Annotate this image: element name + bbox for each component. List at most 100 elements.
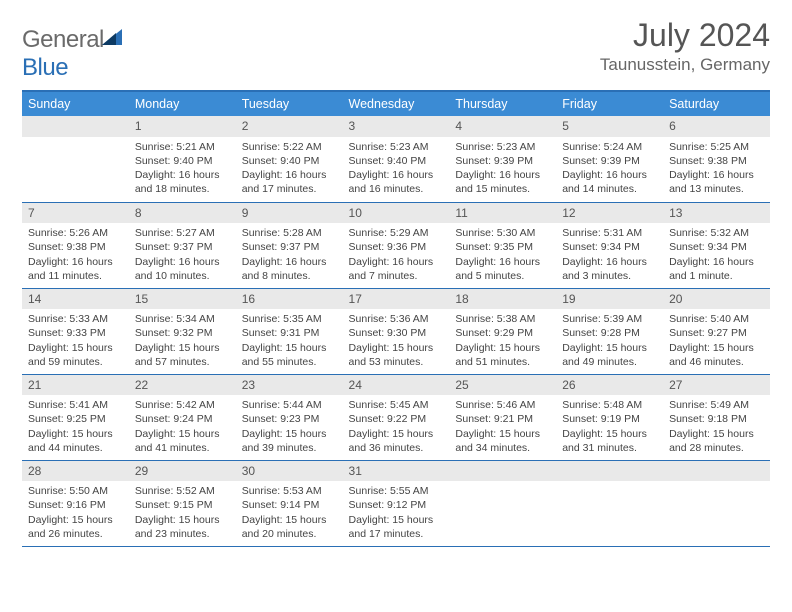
calendar-cell <box>556 460 663 546</box>
sunset-line: Sunset: 9:36 PM <box>349 240 444 254</box>
daylight-line: Daylight: 16 hours and 1 minute. <box>669 255 764 283</box>
day-body: Sunrise: 5:23 AMSunset: 9:40 PMDaylight:… <box>343 137 450 201</box>
day-body: Sunrise: 5:50 AMSunset: 9:16 PMDaylight:… <box>22 481 129 545</box>
calendar-cell: 29Sunrise: 5:52 AMSunset: 9:15 PMDayligh… <box>129 460 236 546</box>
calendar-table: SundayMondayTuesdayWednesdayThursdayFrid… <box>22 92 770 547</box>
day-body: Sunrise: 5:23 AMSunset: 9:39 PMDaylight:… <box>449 137 556 201</box>
sunset-line: Sunset: 9:29 PM <box>455 326 550 340</box>
day-body: Sunrise: 5:44 AMSunset: 9:23 PMDaylight:… <box>236 395 343 459</box>
daylight-line: Daylight: 16 hours and 18 minutes. <box>135 168 230 196</box>
day-number: 7 <box>22 203 129 224</box>
day-number: 30 <box>236 461 343 482</box>
calendar-cell: 11Sunrise: 5:30 AMSunset: 9:35 PMDayligh… <box>449 202 556 288</box>
calendar-row: 1Sunrise: 5:21 AMSunset: 9:40 PMDaylight… <box>22 116 770 202</box>
calendar-cell: 30Sunrise: 5:53 AMSunset: 9:14 PMDayligh… <box>236 460 343 546</box>
sunset-line: Sunset: 9:40 PM <box>135 154 230 168</box>
day-body: Sunrise: 5:25 AMSunset: 9:38 PMDaylight:… <box>663 137 770 201</box>
calendar-cell: 2Sunrise: 5:22 AMSunset: 9:40 PMDaylight… <box>236 116 343 202</box>
day-number: 10 <box>343 203 450 224</box>
daylight-line: Daylight: 16 hours and 5 minutes. <box>455 255 550 283</box>
sunrise-line: Sunrise: 5:26 AM <box>28 226 123 240</box>
month-title: July 2024 <box>600 18 770 53</box>
day-number: 3 <box>343 116 450 137</box>
weekday-header: Tuesday <box>236 92 343 116</box>
calendar-row: 28Sunrise: 5:50 AMSunset: 9:16 PMDayligh… <box>22 460 770 546</box>
daylight-line: Daylight: 15 hours and 23 minutes. <box>135 513 230 541</box>
sunset-line: Sunset: 9:18 PM <box>669 412 764 426</box>
day-number-empty <box>663 461 770 482</box>
sunset-line: Sunset: 9:38 PM <box>28 240 123 254</box>
day-number: 12 <box>556 203 663 224</box>
day-body: Sunrise: 5:32 AMSunset: 9:34 PMDaylight:… <box>663 223 770 287</box>
sunset-line: Sunset: 9:25 PM <box>28 412 123 426</box>
sunrise-line: Sunrise: 5:44 AM <box>242 398 337 412</box>
sunset-line: Sunset: 9:23 PM <box>242 412 337 426</box>
sunset-line: Sunset: 9:40 PM <box>242 154 337 168</box>
sunrise-line: Sunrise: 5:41 AM <box>28 398 123 412</box>
day-number: 26 <box>556 375 663 396</box>
sunrise-line: Sunrise: 5:29 AM <box>349 226 444 240</box>
day-body: Sunrise: 5:24 AMSunset: 9:39 PMDaylight:… <box>556 137 663 201</box>
day-number: 18 <box>449 289 556 310</box>
sunset-line: Sunset: 9:15 PM <box>135 498 230 512</box>
daylight-line: Daylight: 15 hours and 28 minutes. <box>669 427 764 455</box>
calendar-cell: 10 Sunrise: 5:29 AMSunset: 9:36 PMDayligh… <box>343 202 450 288</box>
calendar-cell: 28Sunrise: 5:50 AMSunset: 9:16 PMDayligh… <box>22 460 129 546</box>
sunrise-line: Sunrise: 5:30 AM <box>455 226 550 240</box>
sunrise-line: Sunrise: 5:23 AM <box>455 140 550 154</box>
day-body: Sunrise: 5:34 AMSunset: 9:32 PMDaylight:… <box>129 309 236 373</box>
sunset-line: Sunset: 9:40 PM <box>349 154 444 168</box>
calendar-cell: 12Sunrise: 5:31 AMSunset: 9:34 PMDayligh… <box>556 202 663 288</box>
calendar-cell: 15Sunrise: 5:34 AMSunset: 9:32 PMDayligh… <box>129 288 236 374</box>
sunrise-line: Sunrise: 5:36 AM <box>349 312 444 326</box>
sunrise-line: Sunrise: 5:32 AM <box>669 226 764 240</box>
sunset-line: Sunset: 9:38 PM <box>669 154 764 168</box>
day-number: 31 <box>343 461 450 482</box>
calendar-cell: 14Sunrise: 5:33 AMSunset: 9:33 PMDayligh… <box>22 288 129 374</box>
sunset-line: Sunset: 9:21 PM <box>455 412 550 426</box>
calendar-body: 1Sunrise: 5:21 AMSunset: 9:40 PMDaylight… <box>22 116 770 546</box>
sunrise-line: Sunrise: 5:23 AM <box>349 140 444 154</box>
daylight-line: Daylight: 15 hours and 53 minutes. <box>349 341 444 369</box>
daylight-line: Daylight: 16 hours and 15 minutes. <box>455 168 550 196</box>
sunrise-line: Sunrise: 5:49 AM <box>669 398 764 412</box>
brand-triangle-icon <box>102 27 124 47</box>
daylight-line: Daylight: 16 hours and 7 minutes. <box>349 255 444 283</box>
calendar-cell: 8Sunrise: 5:27 AMSunset: 9:37 PMDaylight… <box>129 202 236 288</box>
calendar-cell <box>663 460 770 546</box>
day-number: 21 <box>22 375 129 396</box>
day-body: Sunrise: 5:46 AMSunset: 9:21 PMDaylight:… <box>449 395 556 459</box>
day-body: Sunrise: 5:53 AMSunset: 9:14 PMDaylight:… <box>236 481 343 545</box>
title-block: July 2024 Taunusstein, Germany <box>600 18 770 75</box>
day-body: Sunrise: 5:33 AMSunset: 9:33 PMDaylight:… <box>22 309 129 373</box>
sunset-line: Sunset: 9:31 PM <box>242 326 337 340</box>
day-body: Sunrise: 5:21 AMSunset: 9:40 PMDaylight:… <box>129 137 236 201</box>
sunset-line: Sunset: 9:34 PM <box>562 240 657 254</box>
day-body: Sunrise: 5:42 AMSunset: 9:24 PMDaylight:… <box>129 395 236 459</box>
day-number: 5 <box>556 116 663 137</box>
calendar-cell: 26Sunrise: 5:48 AMSunset: 9:19 PMDayligh… <box>556 374 663 460</box>
calendar-row: 7Sunrise: 5:26 AMSunset: 9:38 PMDaylight… <box>22 202 770 288</box>
sunset-line: Sunset: 9:30 PM <box>349 326 444 340</box>
daylight-line: Daylight: 15 hours and 46 minutes. <box>669 341 764 369</box>
sunrise-line: Sunrise: 5:39 AM <box>562 312 657 326</box>
calendar-cell: 20Sunrise: 5:40 AMSunset: 9:27 PMDayligh… <box>663 288 770 374</box>
day-number: 22 <box>129 375 236 396</box>
day-number: 11 <box>449 203 556 224</box>
daylight-line: Daylight: 15 hours and 17 minutes. <box>349 513 444 541</box>
day-body: Sunrise: 5:26 AMSunset: 9:38 PMDaylight:… <box>22 223 129 287</box>
day-number: 9 <box>236 203 343 224</box>
page-header: General Blue July 2024 Taunusstein, Germ… <box>22 18 770 82</box>
sunset-line: Sunset: 9:14 PM <box>242 498 337 512</box>
calendar-cell: 5Sunrise: 5:24 AMSunset: 9:39 PMDaylight… <box>556 116 663 202</box>
calendar-page: General Blue July 2024 Taunusstein, Germ… <box>0 0 792 557</box>
day-number: 29 <box>129 461 236 482</box>
day-number: 17 <box>343 289 450 310</box>
daylight-line: Daylight: 15 hours and 57 minutes. <box>135 341 230 369</box>
sunset-line: Sunset: 9:27 PM <box>669 326 764 340</box>
sunrise-line: Sunrise: 5:22 AM <box>242 140 337 154</box>
sunrise-line: Sunrise: 5:40 AM <box>669 312 764 326</box>
calendar-row: 14Sunrise: 5:33 AMSunset: 9:33 PMDayligh… <box>22 288 770 374</box>
sunrise-line: Sunrise: 5:38 AM <box>455 312 550 326</box>
daylight-line: Daylight: 15 hours and 51 minutes. <box>455 341 550 369</box>
